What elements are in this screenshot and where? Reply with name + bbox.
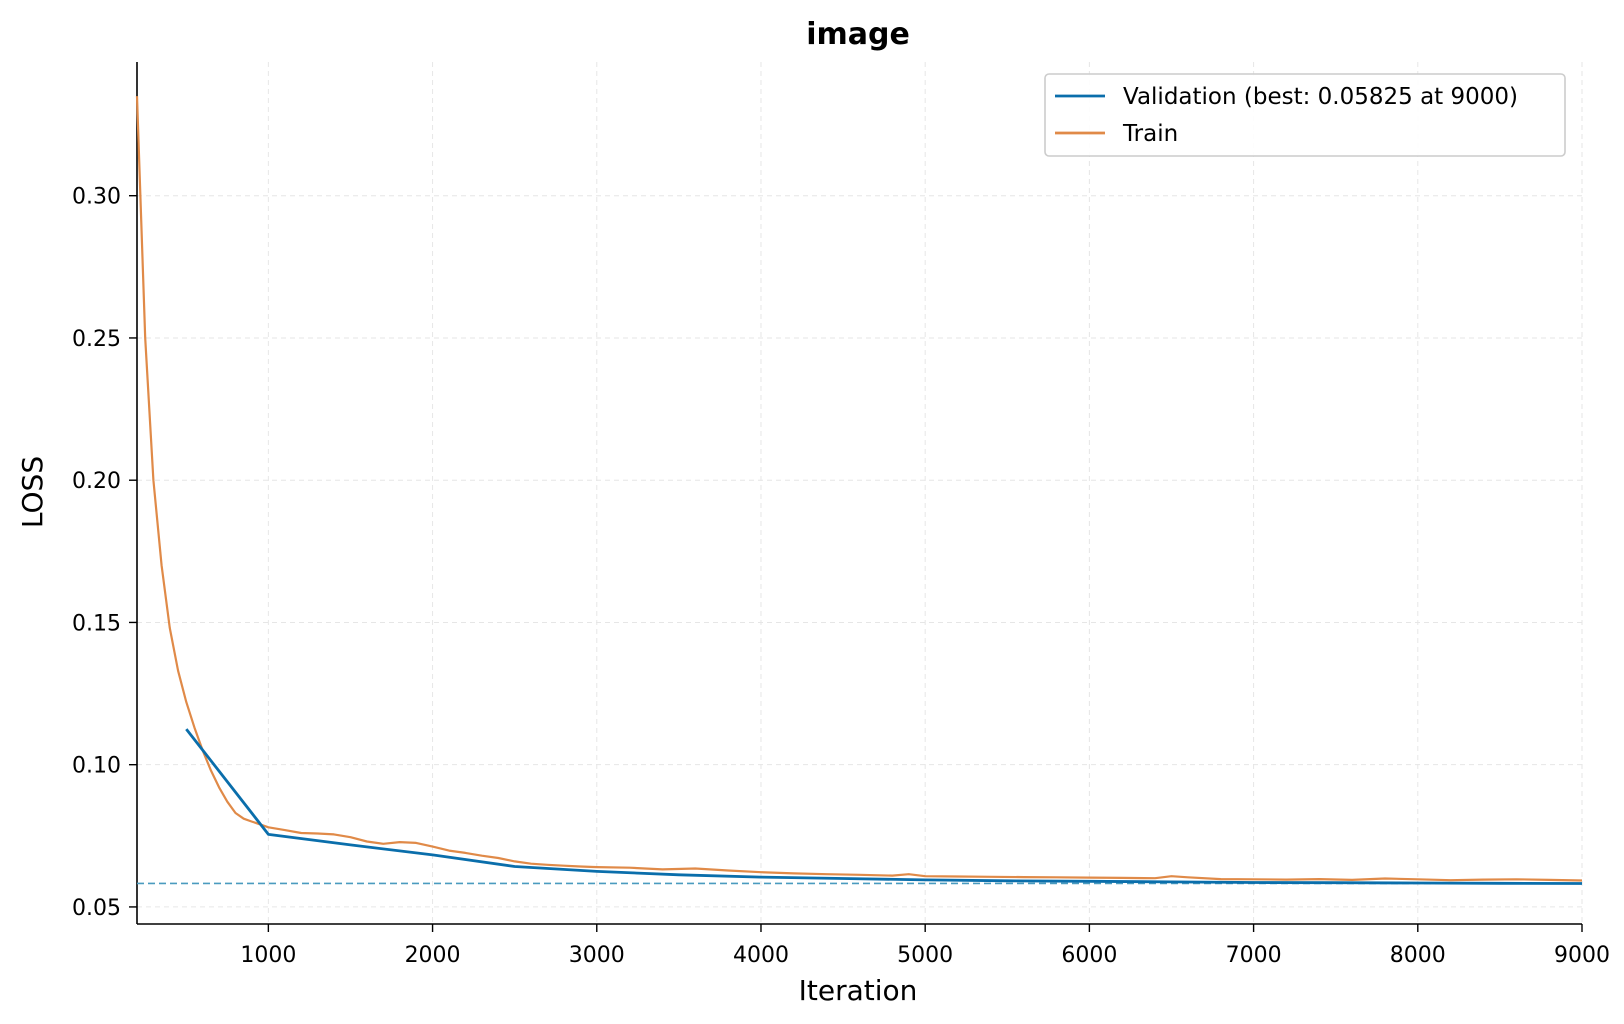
y-tick-label: 0.25 <box>72 327 121 352</box>
x-tick-label: 7000 <box>1226 943 1282 968</box>
x-tick-label: 4000 <box>733 943 789 968</box>
x-tick-label: 1000 <box>240 943 296 968</box>
axes-layer <box>136 62 1582 925</box>
legend-validation-label: Validation (best: 0.05825 at 9000) <box>1123 84 1518 110</box>
x-tick-label: 2000 <box>405 943 461 968</box>
x-tick-label: 9000 <box>1554 943 1610 968</box>
y-tick-label: 0.20 <box>72 469 121 494</box>
y-axis-title: LOSS <box>16 456 49 528</box>
legend-train-label: Train <box>1122 121 1178 147</box>
chart-title: image <box>806 17 910 52</box>
legend: Validation (best: 0.05825 at 9000) Train <box>1044 73 1566 157</box>
validation-series-line <box>185 728 1583 885</box>
ticks-layer: 1000 2000 3000 4000 5000 6000 7000 8000 9000 0.05… <box>72 185 1610 968</box>
grid-layer <box>137 62 1583 924</box>
legend-box <box>1044 73 1566 157</box>
x-tick-label: 5000 <box>897 943 953 968</box>
x-tick-label: 6000 <box>1061 943 1117 968</box>
x-tick-label: 3000 <box>569 943 625 968</box>
y-tick-label: 0.05 <box>72 896 121 921</box>
x-axis-title: Iteration <box>799 974 918 1007</box>
series-layer <box>135 96 1583 885</box>
train-series-line <box>135 96 1583 882</box>
y-tick-label: 0.10 <box>72 754 121 779</box>
x-tick-label: 8000 <box>1390 943 1446 968</box>
y-tick-label: 0.15 <box>72 611 121 636</box>
y-tick-label: 0.30 <box>72 185 121 210</box>
